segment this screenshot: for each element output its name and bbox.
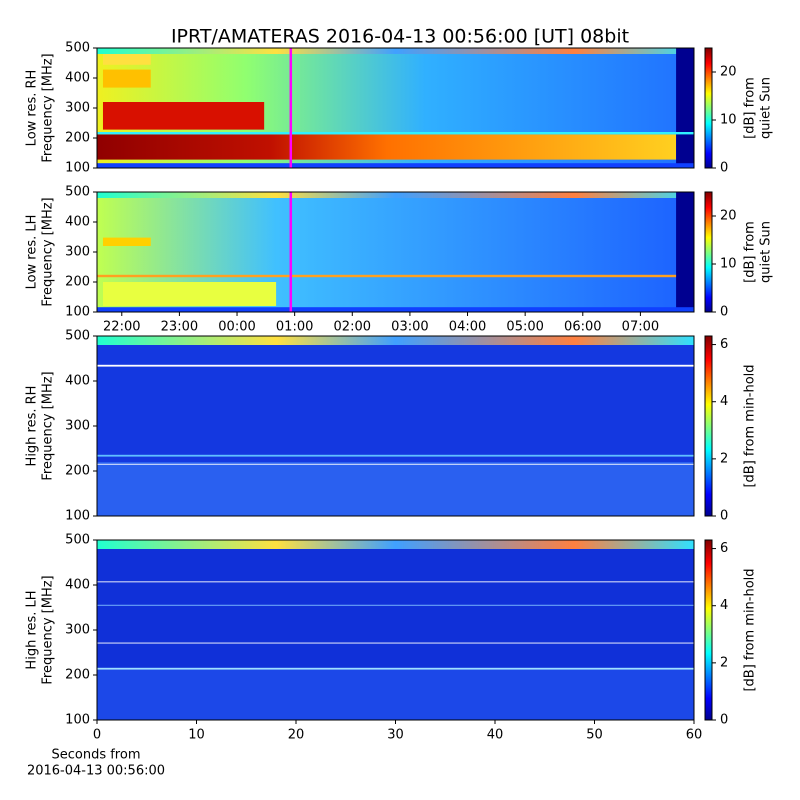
spectrogram-texture	[97, 669, 694, 720]
y-tick-label: 100	[65, 305, 90, 320]
x-tick-label: 40	[487, 728, 504, 743]
colorbar-tick-label: 10	[720, 113, 737, 128]
colorbar-tick-label: 6	[720, 337, 728, 352]
x-tick-label: 06:00	[564, 320, 601, 335]
spectrogram-texture	[97, 642, 694, 644]
spectrogram-texture	[97, 540, 694, 549]
spectrogram-texture	[97, 454, 694, 457]
colorbar-tick-label: 0	[720, 713, 728, 728]
colorbar-label: [dB] from	[743, 77, 758, 139]
spectrogram-texture	[102, 51, 151, 65]
y-tick-label: 300	[65, 419, 90, 434]
spectrogram-texture	[97, 364, 694, 367]
x-tick-label: 01:00	[276, 320, 313, 335]
colorbar-tick-label: 2	[720, 655, 728, 670]
y-tick-label: 400	[65, 71, 90, 86]
spectrogram-texture	[97, 48, 694, 54]
colorbar-tick-label: 4	[720, 598, 728, 613]
spectrogram-texture	[97, 462, 694, 516]
y-tick-label: 300	[65, 245, 90, 260]
colorbar-tick-label: 10	[720, 257, 737, 272]
colorbar-tick-label: 0	[720, 305, 728, 320]
colorbar-label: [dB] from	[743, 221, 758, 283]
x-axis-label: Seconds from	[51, 748, 140, 763]
spectrogram-texture	[102, 102, 265, 130]
y-axis-label: Frequency [MHz]	[41, 197, 56, 306]
x-tick-label: 22:00	[103, 320, 140, 335]
spectrogram-texture	[676, 48, 694, 168]
colorbar-label: [dB] from min-hold	[743, 568, 758, 691]
spectrogram-texture	[102, 282, 277, 306]
spectrogram-texture	[97, 581, 694, 583]
y-tick-label: 100	[65, 161, 90, 176]
chart-title: IPRT/AMATERAS 2016-04-13 00:56:00 [UT] 0…	[171, 26, 629, 48]
y-tick-label: 500	[65, 329, 90, 344]
y-tick-label: 300	[65, 623, 90, 638]
spectrogram-texture	[676, 192, 694, 312]
spectrogram-texture	[97, 463, 694, 465]
y-tick-label: 500	[65, 185, 90, 200]
y-tick-label: 200	[65, 668, 90, 683]
colorbar-tick-label: 20	[720, 65, 737, 80]
colorbar	[704, 335, 713, 517]
y-axis-label: Frequency [MHz]	[41, 371, 56, 480]
y-axis-label: Low res. RH	[25, 70, 40, 147]
y-tick-label: 100	[65, 713, 90, 728]
spectrogram-texture	[97, 132, 694, 135]
spectrogram-texture	[97, 192, 694, 198]
x-tick-label: 07:00	[622, 320, 659, 335]
x-tick-label: 05:00	[506, 320, 543, 335]
spectrogram-texture	[102, 69, 151, 88]
y-tick-label: 400	[65, 578, 90, 593]
spectrogram-texture	[97, 163, 694, 168]
spectrogram-texture	[97, 134, 677, 160]
spectrogram-texture	[97, 307, 694, 312]
x-tick-label: 20	[288, 728, 305, 743]
colorbar	[704, 47, 713, 169]
colorbar	[704, 191, 713, 313]
y-tick-label: 500	[65, 41, 90, 56]
spectrogram-texture	[97, 274, 694, 278]
y-tick-label: 400	[65, 215, 90, 230]
x-tick-label: 50	[586, 728, 603, 743]
y-axis-label: Frequency [MHz]	[41, 53, 56, 162]
colorbar-tick-label: 0	[720, 161, 728, 176]
colorbar-tick-label: 6	[720, 541, 728, 556]
y-tick-label: 200	[65, 275, 90, 290]
x-tick-label: 10	[188, 728, 205, 743]
y-axis-label: Low res. LH	[25, 215, 40, 290]
colorbar-label: quiet Sun	[759, 77, 774, 139]
y-axis-label: Frequency [MHz]	[41, 575, 56, 684]
y-tick-label: 100	[65, 509, 90, 524]
y-tick-label: 300	[65, 101, 90, 116]
x-tick-label: 30	[387, 728, 404, 743]
y-tick-label: 200	[65, 464, 90, 479]
x-tick-label: 60	[686, 728, 703, 743]
colorbar	[704, 539, 713, 721]
colorbar-label: quiet Sun	[759, 221, 774, 283]
spectrogram-texture	[102, 237, 151, 246]
colorbar-label: [dB] from min-hold	[743, 364, 758, 487]
x-tick-label: 04:00	[449, 320, 486, 335]
x-tick-label: 03:00	[391, 320, 428, 335]
spectrogram-texture	[97, 336, 694, 345]
x-tick-label: 0	[93, 728, 101, 743]
colorbar-tick-label: 2	[720, 451, 728, 466]
y-axis-label: High res. RH	[25, 386, 40, 467]
x-tick-label: 00:00	[218, 320, 255, 335]
colorbar-tick-label: 0	[720, 509, 728, 524]
y-axis-label: High res. LH	[25, 590, 40, 669]
x-tick-label: 02:00	[334, 320, 371, 335]
colorbar-tick-label: 20	[720, 209, 737, 224]
spectrogram-texture	[97, 604, 694, 606]
spectrogram-texture	[97, 667, 694, 670]
y-tick-label: 200	[65, 131, 90, 146]
y-tick-label: 500	[65, 533, 90, 548]
y-tick-label: 400	[65, 374, 90, 389]
x-axis-label: 2016-04-13 00:56:00	[27, 764, 165, 779]
x-tick-label: 23:00	[161, 320, 198, 335]
colorbar-tick-label: 4	[720, 394, 728, 409]
